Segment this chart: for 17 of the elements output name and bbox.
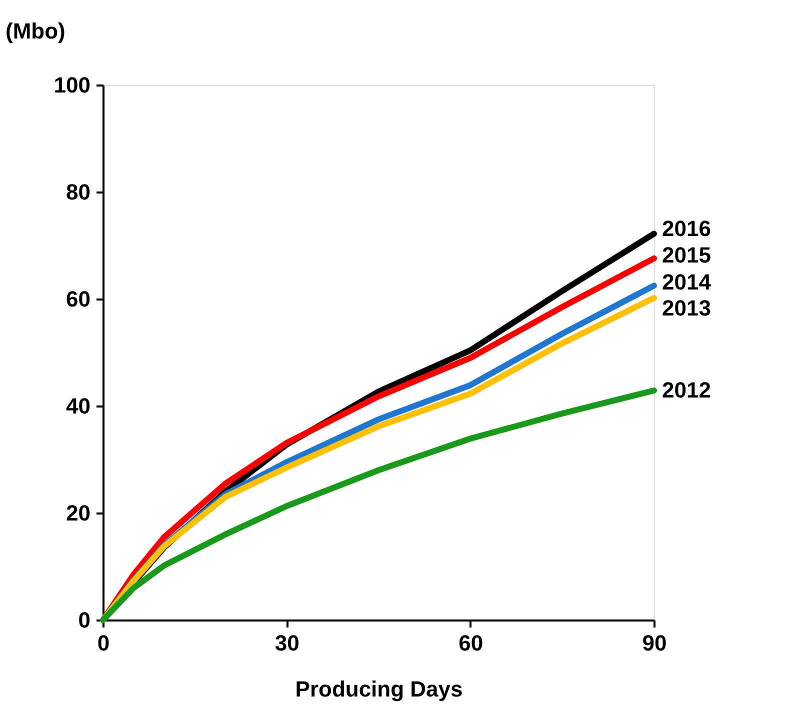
y-tick-label: 20 — [66, 500, 90, 526]
y-tick-label: 80 — [66, 180, 90, 204]
x-tick-label: 60 — [458, 630, 484, 656]
x-tick-label: 0 — [97, 630, 110, 656]
series-label: 2014 — [662, 269, 712, 294]
x-tick-label: 30 — [274, 630, 300, 656]
series-label: 2012 — [662, 377, 711, 402]
series-label: 2013 — [662, 296, 711, 321]
y-tick-label: 60 — [66, 286, 90, 312]
y-tick-label: 40 — [66, 394, 90, 418]
series-label: 2016 — [662, 216, 711, 242]
y-tick-label: 100 — [54, 72, 90, 98]
x-axis-title: Producing Days — [295, 676, 463, 702]
x-tick-label: 90 — [642, 630, 667, 656]
y-axis-title: (Mbo) — [6, 18, 66, 44]
series-label: 2015 — [662, 242, 711, 268]
y-tick-label: 0 — [78, 608, 90, 632]
